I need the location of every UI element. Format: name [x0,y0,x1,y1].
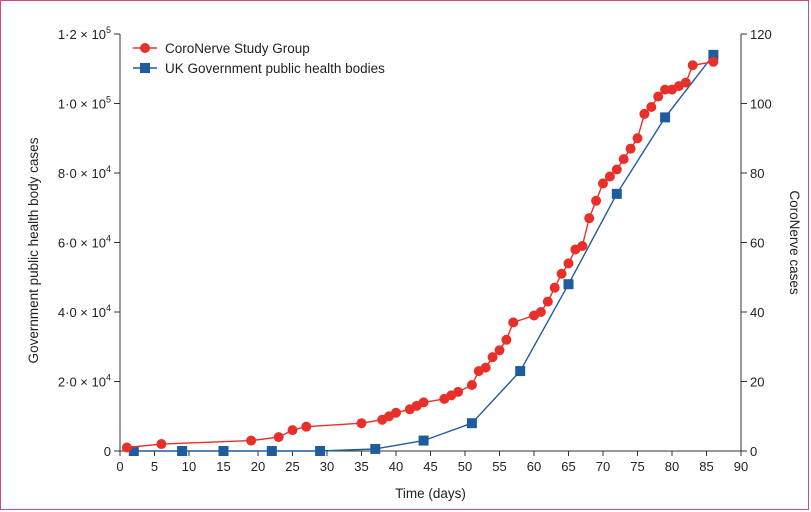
data-point-coronerve [625,143,636,154]
data-point-coronerve [494,345,505,356]
x-tick-label: 35 [354,459,368,474]
data-point-coronerve [418,397,429,408]
x-tick-label: 5 [151,459,158,474]
data-point-coronerve [273,432,284,443]
data-point-coronerve [660,84,671,95]
x-tick-label: 70 [596,459,610,474]
data-point-uk-government [266,446,277,456]
plot-area: 0 5 10 15 20 25 30 35 40 45 50 55 60 65 70 75 80 85 9002·0… [26,25,802,501]
data-point-coronerve [632,133,643,144]
y-right-tick-label: 80 [750,166,764,181]
data-point-coronerve [604,171,615,182]
x-tick-label: 60 [527,459,541,474]
data-point-uk-government [708,49,719,60]
data-point-coronerve [556,268,567,279]
data-point-coronerve [121,442,132,453]
data-point-coronerve [453,386,464,397]
data-point-coronerve [466,379,477,390]
data-point-coronerve [680,77,691,88]
data-point-uk-government [177,446,188,456]
y-axis-left-title: Government public health body cases [26,137,41,363]
data-point-coronerve [708,56,719,67]
data-point-coronerve [391,407,401,418]
series-line-uk-government [133,54,714,452]
series-line-coronerve [126,61,714,449]
y-right-tick-label: 120 [750,27,772,42]
x-tick-label: 20 [251,459,265,474]
data-point-coronerve [246,435,257,446]
y-left-tick-label: 6·0 × 104 [58,234,111,251]
data-point-uk-government [466,418,477,429]
data-point-uk-government [660,112,671,123]
data-point-coronerve [487,352,498,363]
data-point-uk-government [128,446,139,456]
y-right-tick-label: 20 [750,375,764,390]
x-tick-label: 10 [182,459,196,474]
data-point-coronerve [646,101,657,112]
y-right-tick-label: 40 [750,305,764,320]
y-left-tick-label: 4·0 × 104 [58,303,111,320]
data-point-coronerve [501,334,512,345]
x-tick-label: 90 [734,459,748,474]
x-tick-label: 55 [492,459,506,474]
x-tick-label: 30 [320,459,334,474]
data-point-uk-government [370,443,381,454]
data-point-coronerve [301,421,312,432]
data-point-uk-government [218,446,229,456]
data-point-coronerve [653,91,664,102]
x-tick-label: 15 [216,459,230,474]
data-point-coronerve [639,108,650,119]
data-point-coronerve [480,362,491,373]
x-tick-label: 45 [423,459,437,474]
x-tick-label: 65 [561,459,575,474]
data-point-coronerve [356,418,367,429]
x-tick-label: 25 [285,459,299,474]
data-point-uk-government [315,446,326,456]
data-point-coronerve [598,178,608,189]
data-point-coronerve [584,213,595,224]
x-tick-label: 85 [699,459,713,474]
legend-label: UK Government public health bodies [165,61,385,76]
x-tick-label: 80 [665,459,679,474]
y-left-tick-label: 2·0 × 104 [58,373,111,390]
data-point-coronerve [535,307,546,317]
x-tick-label: 40 [389,459,403,474]
x-tick-label: 0 [116,459,123,474]
y-left-tick-label: 0 [104,444,111,459]
y-axis-right-title: CoroNerve cases [787,190,802,295]
y-left-tick-label: 1·0 × 105 [58,95,111,112]
data-point-coronerve [287,425,298,436]
legend-label: CoroNerve Study Group [165,41,310,56]
data-point-coronerve [156,439,167,450]
x-tick-label: 50 [458,459,472,474]
data-point-coronerve [563,258,574,269]
legend-marker-circle [140,43,150,53]
data-point-coronerve [591,195,602,206]
data-point-uk-government [563,279,574,290]
data-point-coronerve [549,282,560,293]
data-point-coronerve [542,296,553,307]
data-point-uk-government [515,366,526,377]
data-point-coronerve [577,240,588,251]
y-right-tick-label: 60 [750,236,764,251]
legend: CoroNerve Study Group UK Government publi… [133,41,385,76]
y-right-tick-label: 100 [750,97,772,112]
x-axis-title: Time (days) [395,486,466,501]
y-right-tick-label: 0 [750,444,757,459]
y-left-tick-label: 8·0 × 104 [58,164,111,181]
data-point-coronerve [618,154,629,165]
data-point-coronerve [611,164,622,175]
x-tick-label: 75 [630,459,644,474]
data-point-coronerve [687,60,698,71]
data-point-uk-government [418,435,429,446]
data-point-coronerve [508,317,519,328]
legend-marker-square [140,63,150,73]
y-left-tick-label: 1·2 × 105 [58,25,111,42]
data-point-uk-government [611,188,622,199]
